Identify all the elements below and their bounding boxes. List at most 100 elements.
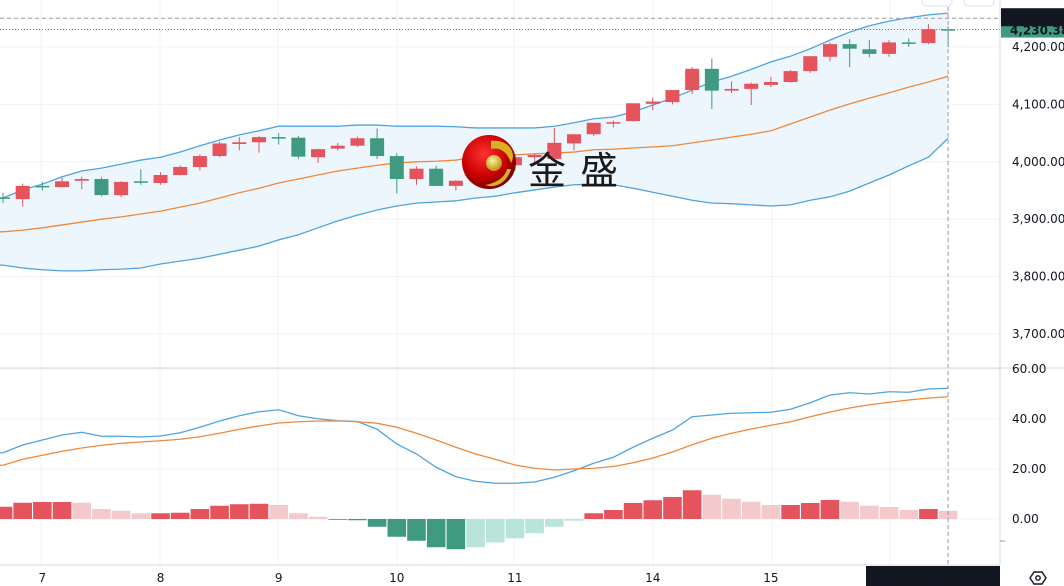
histogram-bar [525,519,544,534]
time-tick-label: 8 [157,571,165,585]
candle [567,134,582,151]
candle [882,40,897,57]
histogram-bar [820,500,840,519]
candle-body [133,181,148,183]
time-tick-label: 9 [275,571,283,585]
candle-body [783,71,798,83]
candle [744,82,759,105]
histogram-bar [190,509,210,519]
grid [0,0,1000,565]
price-tick-label: 3,900.00 [1012,212,1064,226]
candle-body [114,181,129,196]
price-tick-label: 3,700.00 [1012,327,1064,341]
candle [862,40,877,58]
candle-body [586,122,601,135]
candle-body [822,44,837,57]
candle [389,153,404,194]
histogram-bar [781,505,800,519]
time-tick-label: 15 [763,571,778,585]
candle [763,76,778,88]
candle-body [291,137,306,157]
settings-icon[interactable] [1029,571,1047,585]
candle [291,135,306,159]
candle-body [665,90,680,103]
candle [783,69,798,83]
histogram-bar [702,494,722,519]
candle-body [15,185,30,200]
histogram-bar [840,501,859,519]
logo-emblem-icon [462,135,516,189]
histogram-bar [505,519,525,539]
candle [15,183,30,207]
histogram-bar [328,519,348,520]
settings-icon-shape [1029,571,1047,585]
lower-band-line [0,137,949,272]
price-tick-label: 4,000.00 [1012,155,1064,169]
histogram-bar [604,510,623,519]
crosshair-time-label: 2025-10-16 10:00 [869,571,997,585]
upper-band-line [0,12,949,199]
histogram-bar [564,519,584,521]
candle-body [153,175,168,184]
candle-body [232,142,247,145]
candle-body [74,179,89,181]
candle-body [626,103,641,122]
histogram-bar [860,505,879,519]
histogram-bar [899,510,919,519]
histogram-bar [722,498,741,519]
histogram-bar [308,516,328,519]
histogram-bar [682,490,702,519]
price-tick-label: 3,800.00 [1012,270,1064,284]
histogram-bar [387,519,407,537]
histogram-bar [289,513,308,519]
candle-body [0,197,10,199]
price-tick-label: 4,200.00 [1012,40,1064,54]
candle-body [547,142,562,159]
candle [74,176,89,190]
histogram-bar [761,505,781,519]
histogram-bar [249,503,269,519]
osc-tick-label: 40.00 [1012,412,1046,426]
candle [626,103,641,122]
histogram-bar [13,502,32,519]
settings-icon-dot [1035,575,1041,581]
candle-body [704,68,719,91]
toolbar-button [921,0,953,7]
candle [370,128,385,159]
candle-body [350,138,365,146]
last-price-label: 4,230.38 [1010,24,1064,38]
candle-body [763,82,778,85]
candle [153,172,168,185]
candle [586,122,601,136]
histogram-bar [466,519,485,548]
candle [173,165,188,176]
slow-line [0,396,949,471]
candle-body [724,88,739,91]
candle-body [803,56,818,72]
candle-body [744,83,759,89]
candle-body [567,134,582,144]
histogram-bar [879,507,899,519]
candle [133,169,148,185]
candle [251,135,266,153]
histogram-bar [623,503,643,519]
histogram-bar [407,519,426,541]
histogram-bar [348,519,367,521]
oscillator-pane [0,387,958,550]
histogram-bar [170,512,190,519]
candle-body [409,168,424,180]
histogram-bar [111,510,131,519]
histogram-bar [52,502,72,519]
candle-body [173,166,188,176]
histogram-bar [92,509,111,519]
histogram-bar [584,513,603,519]
crosshair-price-badge [1001,8,1064,27]
candle-body [311,149,326,158]
candle-body [448,180,463,186]
time-tick-label: 14 [645,571,660,585]
histogram-bar [426,519,446,548]
candle [842,38,857,68]
osc-tick-label: 60.00 [1012,362,1046,376]
